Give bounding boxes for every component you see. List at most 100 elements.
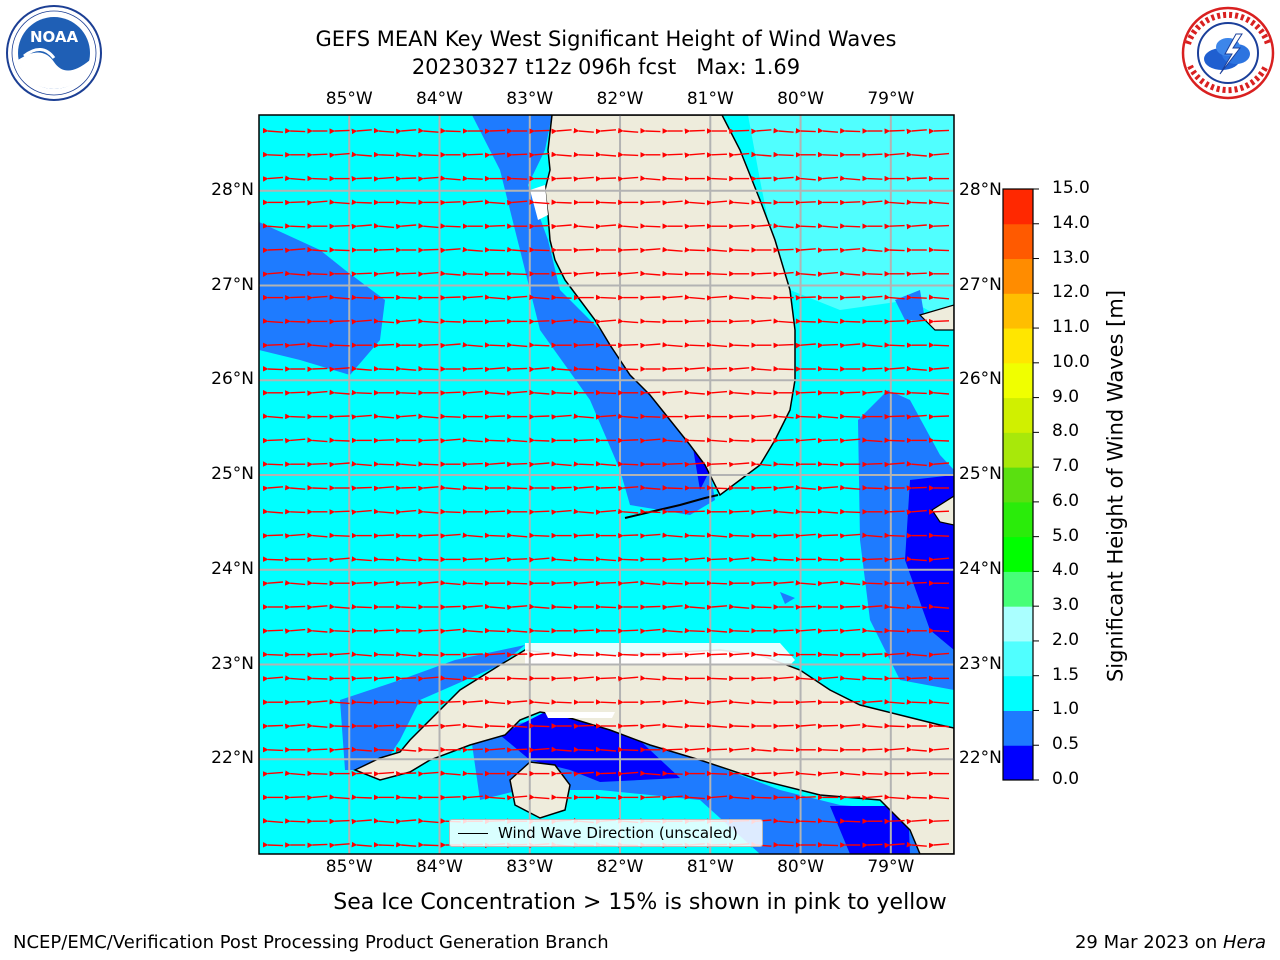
wind-arrow bbox=[751, 699, 772, 705]
wind-arrow bbox=[462, 747, 483, 753]
wind-arrow bbox=[884, 699, 905, 705]
wind-arrow bbox=[906, 556, 927, 562]
wind-arrow bbox=[728, 557, 750, 563]
colorbar-segment bbox=[1003, 223, 1033, 260]
wind-arrow bbox=[329, 842, 350, 849]
wind-arrow bbox=[284, 175, 306, 181]
lat-tick-left: 26°N bbox=[211, 369, 254, 390]
wind-arrow bbox=[817, 580, 839, 587]
wind-arrow bbox=[395, 223, 417, 230]
wind-arrow bbox=[618, 461, 639, 467]
wind-arrow bbox=[507, 770, 528, 777]
wind-arrow bbox=[795, 508, 816, 515]
wind-arrow bbox=[529, 152, 550, 158]
wind-arrow bbox=[462, 770, 483, 777]
wind-arrow bbox=[595, 509, 617, 515]
wind-arrow bbox=[329, 389, 350, 396]
wind-arrow bbox=[618, 533, 639, 539]
wind-arrow bbox=[817, 485, 839, 492]
wind-arrow bbox=[640, 484, 661, 491]
wind-arrow bbox=[351, 414, 372, 420]
wind-arrow bbox=[817, 628, 839, 634]
wind-arrow bbox=[462, 675, 483, 681]
wind-arrow bbox=[773, 271, 794, 277]
wind-arrow bbox=[751, 365, 772, 372]
wind-arrow bbox=[928, 818, 950, 825]
wind-arrow bbox=[862, 747, 883, 753]
wind-arrow bbox=[684, 627, 705, 634]
wind-arrow bbox=[595, 151, 617, 158]
wind-arrow bbox=[729, 128, 750, 134]
wind-arrow bbox=[529, 723, 550, 729]
wind-arrow bbox=[262, 151, 284, 158]
wind-arrow bbox=[418, 676, 439, 682]
wind-arrow bbox=[928, 723, 950, 729]
wind-arrow bbox=[484, 223, 506, 230]
wind-arrow bbox=[551, 771, 572, 777]
colorbar-tick-label: 9.0 bbox=[1052, 386, 1080, 407]
wind-arrow bbox=[684, 532, 705, 539]
wind-arrow bbox=[795, 580, 816, 586]
chart-title: GEFS MEAN Key West Significant Height of… bbox=[315, 27, 897, 51]
wind-arrow bbox=[484, 318, 506, 325]
wind-arrow bbox=[573, 413, 594, 419]
colorbar-segment bbox=[1003, 675, 1033, 711]
wind-arrow bbox=[906, 746, 927, 753]
wind-arrow bbox=[640, 390, 661, 396]
wind-arrow bbox=[728, 461, 750, 468]
wind-arrow bbox=[329, 247, 350, 253]
wind-arrow bbox=[840, 794, 861, 801]
wind-arrow bbox=[551, 414, 572, 420]
wind-arrow bbox=[484, 389, 506, 396]
wind-arrow bbox=[795, 247, 816, 254]
wind-arrow bbox=[595, 461, 617, 467]
wind-arrow bbox=[906, 485, 927, 491]
wind-arrow bbox=[396, 699, 417, 705]
wind-arrow bbox=[817, 366, 839, 372]
wind-arrow bbox=[640, 318, 661, 324]
wind-arrow bbox=[884, 294, 905, 300]
wind-arrow bbox=[307, 461, 328, 468]
wind-arrow bbox=[529, 247, 550, 253]
wind-arrow bbox=[418, 580, 439, 587]
wind-arrow bbox=[617, 580, 639, 587]
wind-arrow bbox=[884, 366, 905, 373]
wind-arrow bbox=[484, 461, 506, 468]
wind-arrow bbox=[373, 651, 395, 658]
wind-arrow bbox=[817, 461, 839, 467]
wind-arrow bbox=[928, 389, 950, 396]
colorbar-segment bbox=[1003, 571, 1033, 607]
wind-arrow bbox=[706, 152, 728, 158]
wind-arrow bbox=[839, 438, 861, 444]
wind-arrow bbox=[307, 246, 328, 253]
lon-tick-top: 79°W bbox=[867, 89, 915, 109]
wind-arrow bbox=[484, 603, 506, 610]
wind-arrow bbox=[285, 794, 306, 801]
wind-arrow bbox=[773, 461, 794, 467]
wind-arrow bbox=[618, 651, 639, 658]
wind-arrow bbox=[506, 246, 528, 253]
wind-arrow bbox=[551, 176, 572, 182]
wind-arrow bbox=[817, 818, 839, 824]
wind-arrow bbox=[862, 246, 883, 253]
wind-arrow bbox=[862, 342, 883, 348]
lat-tick-left: 23°N bbox=[211, 653, 254, 674]
wind-arrow bbox=[373, 318, 395, 324]
wind-arrow bbox=[817, 508, 839, 515]
wind-arrow bbox=[840, 818, 861, 824]
wind-arrow bbox=[884, 603, 905, 610]
wind-arrow bbox=[484, 366, 506, 373]
wind-arrow bbox=[285, 699, 306, 706]
footer-host: Hera bbox=[1222, 932, 1266, 953]
wind-arrow bbox=[862, 532, 883, 538]
wind-arrow bbox=[729, 627, 750, 634]
wind-arrow bbox=[373, 461, 395, 467]
wind-arrow bbox=[262, 842, 284, 848]
wind-arrow bbox=[595, 771, 617, 777]
wind-arrow bbox=[751, 580, 772, 587]
wind-arrow bbox=[329, 603, 350, 610]
wind-arrow bbox=[351, 271, 372, 277]
wind-arrow bbox=[573, 437, 594, 444]
wind-arrow bbox=[573, 247, 594, 253]
wind-arrow bbox=[684, 652, 705, 658]
